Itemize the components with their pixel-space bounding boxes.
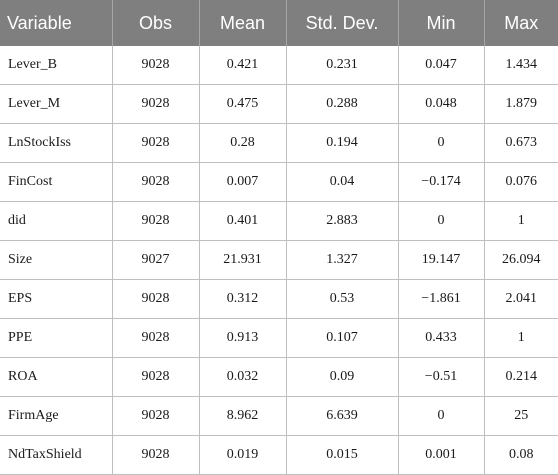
cell-mean: 8.962 <box>198 396 286 436</box>
cell-min: 0.433 <box>397 318 484 358</box>
cell-mean: 0.032 <box>198 357 286 397</box>
cell-variable: Size <box>0 240 112 280</box>
cell-std-dev: 0.231 <box>285 46 398 85</box>
cell-max: 0.214 <box>483 357 558 397</box>
header-variable: Variable <box>0 0 112 46</box>
cell-min: −1.861 <box>397 279 484 319</box>
cell-std-dev: 2.883 <box>285 201 398 241</box>
cell-variable: NdTaxShield <box>0 435 112 475</box>
cell-mean: 0.401 <box>198 201 286 241</box>
cell-std-dev: 0.194 <box>285 123 398 163</box>
cell-obs: 9028 <box>111 318 199 358</box>
table-row: PPE 9028 0.913 0.107 0.433 1 <box>0 318 558 358</box>
header-row: Variable Obs Mean Std. Dev. Min Max <box>0 0 558 46</box>
cell-variable: FirmAge <box>0 396 112 436</box>
cell-obs: 9028 <box>111 279 199 319</box>
cell-obs: 9028 <box>111 84 199 124</box>
cell-min: −0.174 <box>397 162 484 202</box>
header-max: Max <box>483 0 558 46</box>
cell-mean: 0.312 <box>198 279 286 319</box>
cell-obs: 9027 <box>111 240 199 280</box>
cell-min: 0.001 <box>397 435 484 475</box>
cell-max: 26.094 <box>483 240 558 280</box>
cell-mean: 0.421 <box>198 46 286 85</box>
cell-mean: 0.913 <box>198 318 286 358</box>
header-std-dev: Std. Dev. <box>285 0 398 46</box>
cell-variable: EPS <box>0 279 112 319</box>
cell-variable: PPE <box>0 318 112 358</box>
table-row: FirmAge 9028 8.962 6.639 0 25 <box>0 396 558 436</box>
header-mean: Mean <box>198 0 286 46</box>
cell-max: 0.673 <box>483 123 558 163</box>
cell-std-dev: 0.09 <box>285 357 398 397</box>
cell-min: 0.048 <box>397 84 484 124</box>
cell-max: 0.08 <box>483 435 558 475</box>
cell-variable: FinCost <box>0 162 112 202</box>
cell-variable: ROA <box>0 357 112 397</box>
cell-variable: LnStockIss <box>0 123 112 163</box>
cell-min: 0.047 <box>397 46 484 85</box>
cell-min: −0.51 <box>397 357 484 397</box>
cell-std-dev: 0.015 <box>285 435 398 475</box>
cell-mean: 21.931 <box>198 240 286 280</box>
cell-obs: 9028 <box>111 396 199 436</box>
cell-std-dev: 0.107 <box>285 318 398 358</box>
cell-max: 2.041 <box>483 279 558 319</box>
cell-std-dev: 0.53 <box>285 279 398 319</box>
cell-variable: did <box>0 201 112 241</box>
cell-max: 1.434 <box>483 46 558 85</box>
cell-variable: Lever_B <box>8 57 57 72</box>
cell-obs: 9028 <box>111 46 199 85</box>
cell-obs: 9028 <box>111 435 199 475</box>
cell-min: 0 <box>397 396 484 436</box>
cell-obs: 9028 <box>111 357 199 397</box>
cell-max: 1 <box>483 201 558 241</box>
table-body: Lever_B 9028 0.421 0.231 0.047 1.434 Lever_M 90… <box>0 46 558 475</box>
cell-mean: 0.007 <box>198 162 286 202</box>
cell-std-dev: 0.04 <box>285 162 398 202</box>
cell-obs: 9028 <box>111 201 199 241</box>
table-row: NdTaxShield 9028 0.019 0.015 0.001 0.08 <box>0 435 558 475</box>
cell-min: 0 <box>397 201 484 241</box>
table-row: Size 9027 21.931 1.327 19.147 26.094 <box>0 240 558 280</box>
table-row: ROA 9028 0.032 0.09 −0.51 0.214 <box>0 357 558 397</box>
table-row: did 9028 0.401 2.883 0 1 <box>0 201 558 241</box>
table-row: LnStockIss 9028 0.28 0.194 0 0.673 <box>0 123 558 163</box>
cell-mean: 0.28 <box>198 123 286 163</box>
cell-min: 19.147 <box>397 240 484 280</box>
header-min: Min <box>397 0 484 46</box>
cell-variable: Lever_M <box>0 84 112 124</box>
cell-min: 0 <box>397 123 484 163</box>
cell-std-dev: 0.288 <box>285 84 398 124</box>
cell-std-dev: 1.327 <box>285 240 398 280</box>
cell-obs: 9028 <box>111 123 199 163</box>
header-obs: Obs <box>111 0 199 46</box>
cell-std-dev: 6.639 <box>285 396 398 436</box>
cell-max: 0.076 <box>483 162 558 202</box>
cell-mean: 0.019 <box>198 435 286 475</box>
table-row: Lever_B 9028 0.421 0.231 0.047 1.434 <box>0 46 558 85</box>
table-row: FinCost 9028 0.007 0.04 −0.174 0.076 <box>0 162 558 202</box>
cell-max: 25 <box>483 396 558 436</box>
cell-max: 1 <box>483 318 558 358</box>
cell-mean: 0.475 <box>198 84 286 124</box>
cell-obs: 9028 <box>111 162 199 202</box>
cell-max: 1.879 <box>483 84 558 124</box>
table-row: EPS 9028 0.312 0.53 −1.861 2.041 <box>0 279 558 319</box>
table-row: Lever_M 9028 0.475 0.288 0.048 1.879 <box>0 84 558 124</box>
